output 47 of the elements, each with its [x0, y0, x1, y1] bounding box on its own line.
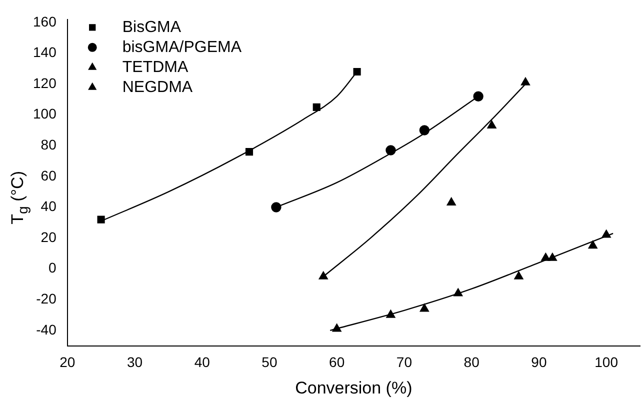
point [419, 125, 430, 136]
legend-label: TETDMA [122, 58, 188, 76]
legend-label: NEGDMA [122, 78, 193, 96]
y-tick-label: -40 [36, 321, 57, 338]
point [271, 202, 282, 212]
y-tick-label: 120 [33, 74, 57, 91]
y-tick-label: -20 [36, 290, 57, 306]
x-tick-label: 30 [126, 354, 143, 370]
point [446, 198, 456, 206]
point [312, 103, 320, 111]
x-tick-label: 80 [464, 354, 480, 370]
point [245, 148, 254, 156]
y-tick-label: 20 [40, 228, 57, 245]
point [420, 304, 429, 312]
y-tick-label: 140 [33, 44, 57, 60]
legend-label: BisGMA [122, 18, 182, 36]
point [332, 324, 342, 332]
point [514, 271, 524, 280]
point [541, 252, 550, 261]
point [454, 288, 463, 296]
x-tick-label: 100 [594, 354, 618, 370]
point [548, 252, 557, 261]
x-tick-label: 70 [396, 354, 412, 370]
line-series [330, 232, 614, 332]
y-tick-label: 160 [33, 13, 57, 30]
point [520, 77, 530, 86]
point [386, 145, 396, 156]
y-tick-label: 60 [40, 167, 57, 184]
y-tick-label: 0 [48, 260, 57, 276]
x-tick-label: 90 [531, 354, 547, 370]
point [588, 240, 598, 249]
point [353, 68, 361, 76]
point [318, 271, 328, 280]
x-tick-label: 50 [262, 354, 278, 370]
point [473, 91, 484, 102]
point [386, 310, 396, 318]
x-tick-label: 60 [329, 354, 345, 370]
point [602, 230, 611, 238]
point [97, 216, 105, 224]
x-tick-label: 40 [194, 354, 210, 370]
x-axis-title: Conversion (%) [295, 378, 412, 398]
y-tick-label: 80 [40, 136, 57, 153]
y-tick-label: 100 [33, 106, 57, 122]
point [487, 120, 496, 128]
legend-label: bisGMA/PGEMA [122, 38, 242, 56]
y-tick-label: 40 [40, 198, 57, 214]
x-tick-label: 20 [60, 354, 76, 370]
